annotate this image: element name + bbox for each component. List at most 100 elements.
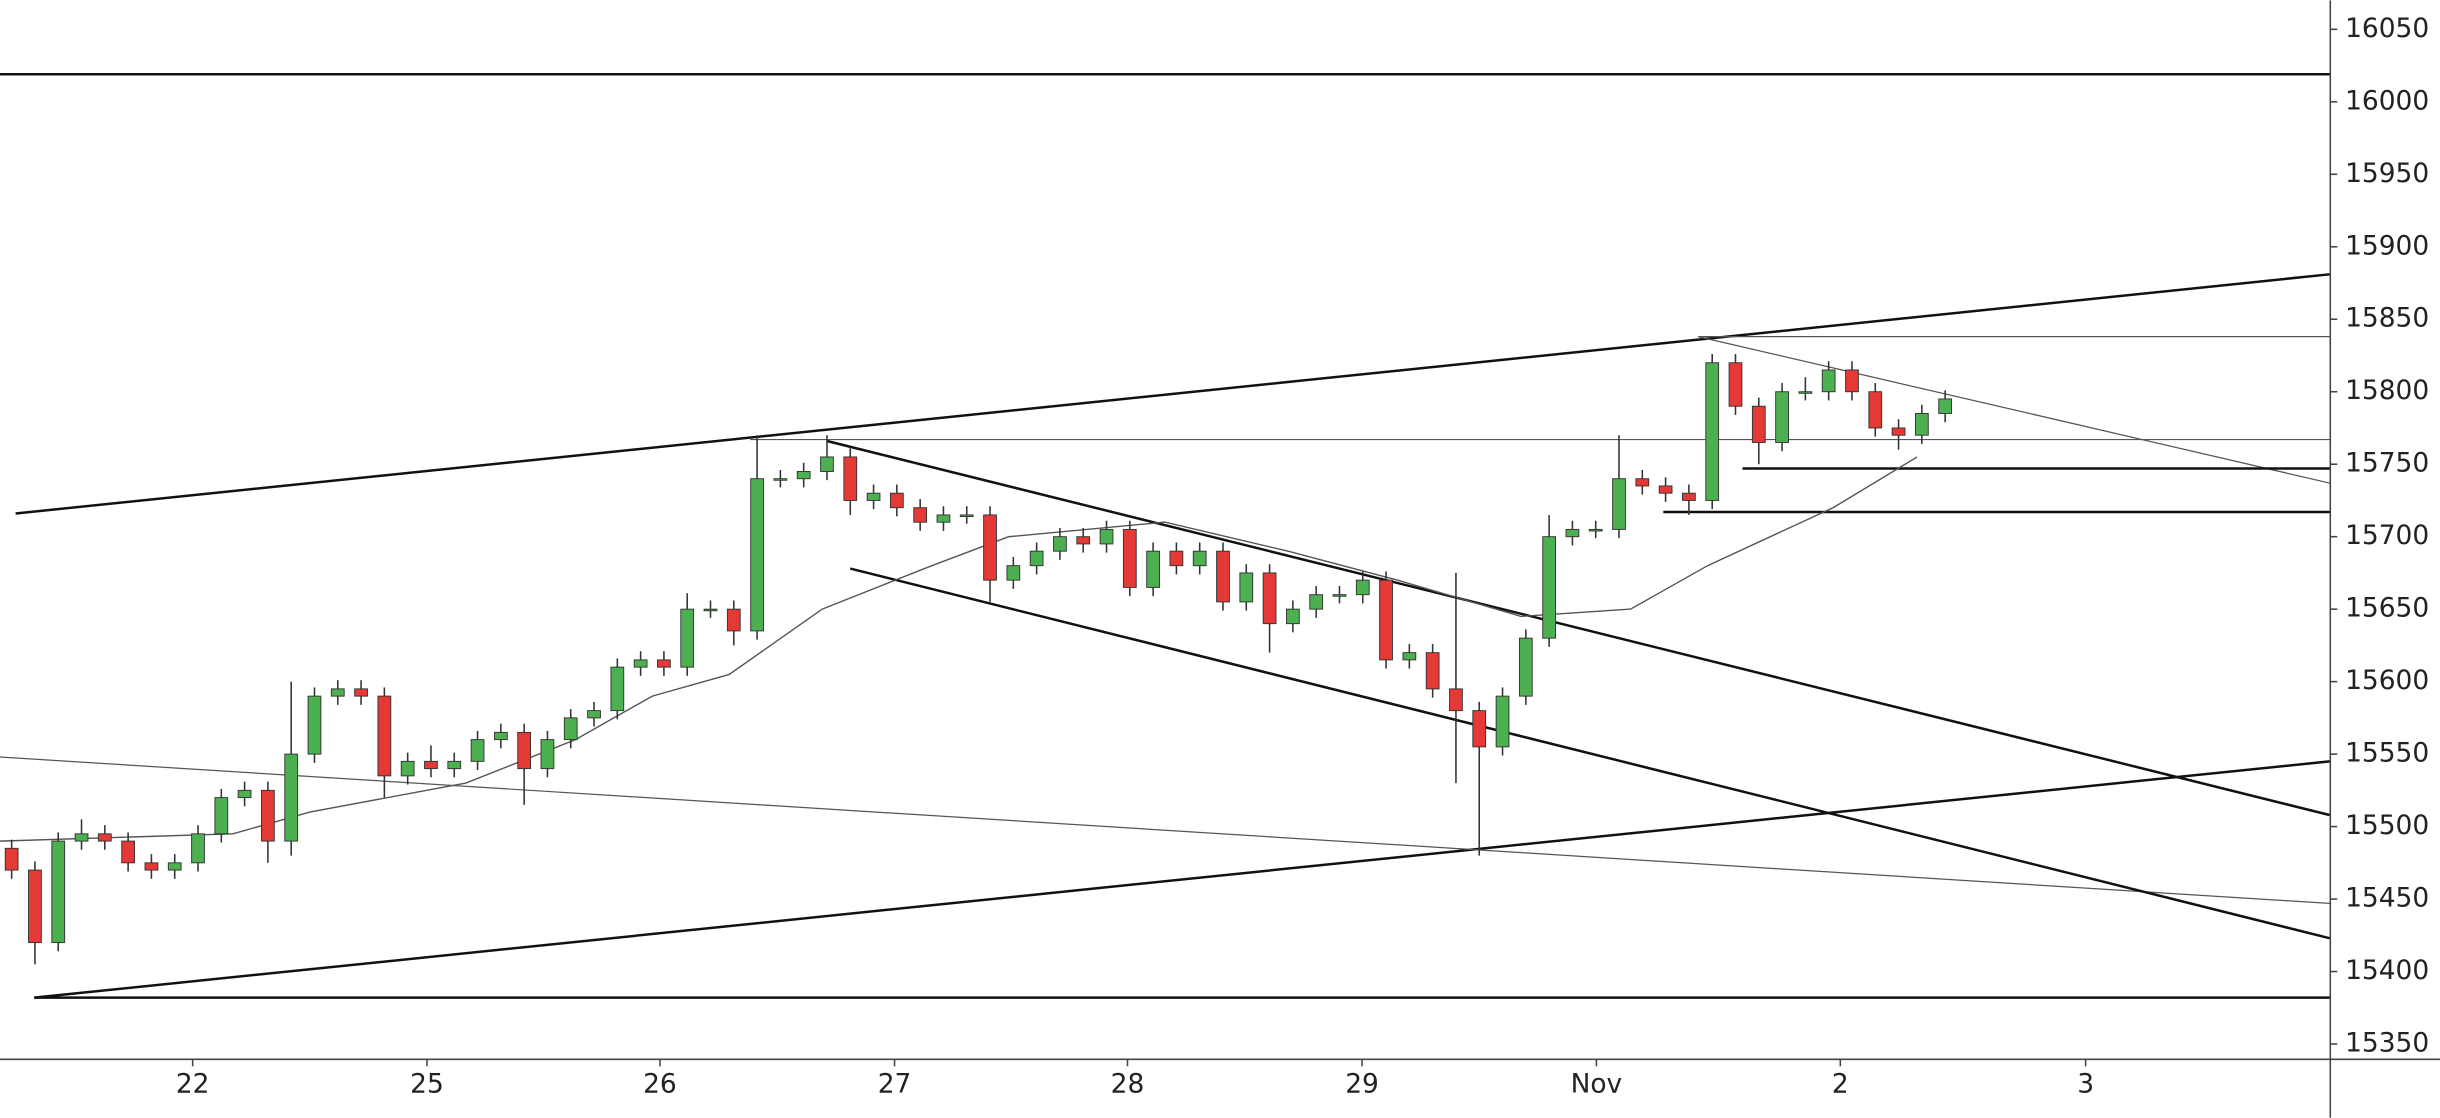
candle-body <box>121 840 135 864</box>
candle-body <box>773 478 788 481</box>
candle-body <box>1705 362 1720 501</box>
candle-body <box>400 760 415 777</box>
x-tick-label: 27 <box>878 1068 912 1099</box>
candle-body <box>983 514 997 581</box>
y-tick-label: 15400 <box>2345 955 2429 986</box>
candle-body <box>377 695 392 777</box>
x-tick-label: Nov <box>1571 1068 1623 1099</box>
y-tick-label: 15700 <box>2345 520 2429 551</box>
x-tick-label: 28 <box>1111 1068 1145 1099</box>
candle-body <box>633 659 648 668</box>
candle-body <box>1635 478 1650 487</box>
candle-body <box>1286 608 1300 625</box>
candle-body <box>657 659 671 668</box>
y-tick-label: 15450 <box>2345 883 2429 914</box>
candle-body <box>1216 550 1230 603</box>
candle-body <box>4 847 19 871</box>
candle-body <box>796 470 811 480</box>
candle-body <box>214 797 229 835</box>
candle-body <box>470 739 485 762</box>
candle-body <box>1868 391 1883 429</box>
candle-body <box>1449 688 1463 712</box>
candle-body <box>1542 536 1557 639</box>
candle-body <box>563 717 578 741</box>
y-tick-label: 16000 <box>2345 85 2429 116</box>
candle-body <box>1146 550 1160 588</box>
candle-body <box>1006 565 1021 581</box>
candle-body <box>1122 528 1137 588</box>
candle-body <box>1518 637 1533 697</box>
candle-body <box>1425 652 1440 690</box>
candle-body <box>913 507 928 523</box>
candle-body <box>51 840 66 944</box>
candle-body <box>1076 536 1091 545</box>
candle-body <box>28 869 42 944</box>
candle-body <box>610 666 625 712</box>
candle-body <box>889 492 904 509</box>
candle-body <box>1845 369 1859 393</box>
candle-body <box>1612 478 1626 530</box>
candle-body <box>1798 391 1813 394</box>
candle-body <box>1402 652 1417 661</box>
candle-body <box>703 608 718 612</box>
trend-line <box>34 760 2330 999</box>
y-tick-label: 15600 <box>2345 665 2429 696</box>
trend-line <box>1698 336 2330 484</box>
y-tick-label: 15650 <box>2345 593 2429 624</box>
y-tick-label: 15900 <box>2345 230 2429 261</box>
y-tick-label: 15800 <box>2345 375 2429 406</box>
trend-line <box>849 567 2330 940</box>
candle-body <box>1775 391 1789 443</box>
candle-body <box>843 456 858 501</box>
candle-body <box>726 608 741 632</box>
candle-body <box>1495 695 1510 748</box>
y-tick-label: 15950 <box>2345 158 2429 189</box>
candle-body <box>447 760 462 770</box>
y-tick-label: 15350 <box>2345 1028 2429 1059</box>
y-tick-label: 16050 <box>2345 13 2429 44</box>
y-tick-label: 15500 <box>2345 810 2429 841</box>
candle-body <box>680 608 695 668</box>
candle-body <box>284 753 299 842</box>
candle-body <box>237 789 252 799</box>
x-tick-label: 29 <box>1345 1068 1379 1099</box>
candle-body <box>1751 405 1766 443</box>
candle-body <box>1355 579 1370 596</box>
x-tick-label: 25 <box>410 1068 444 1099</box>
candle-body <box>959 514 974 517</box>
y-tick-label: 15550 <box>2345 738 2429 769</box>
candle-body <box>493 731 508 741</box>
candle-body <box>1053 536 1067 552</box>
candle-body <box>820 456 834 472</box>
candle-body <box>97 833 112 842</box>
candle-body <box>1682 492 1696 501</box>
candle-body <box>587 710 601 719</box>
candle-body <box>936 514 951 523</box>
candle-body <box>261 789 275 842</box>
candle-body <box>144 862 159 871</box>
x-tick-label: 26 <box>643 1068 677 1099</box>
moving-average <box>0 456 1918 842</box>
candle-body <box>74 833 89 842</box>
trend-line <box>826 439 2330 817</box>
candle-body <box>1914 413 1929 436</box>
x-tick-label: 2 <box>1832 1068 1849 1099</box>
candle-body <box>424 760 438 770</box>
candle-body <box>1658 485 1673 494</box>
candle-body <box>517 731 532 770</box>
candle-body <box>1588 528 1603 532</box>
candle-body <box>1938 398 1953 414</box>
candle-body <box>354 688 368 697</box>
candle-body <box>1239 572 1254 603</box>
x-tick-label: 22 <box>176 1068 210 1099</box>
candle-body <box>1379 579 1393 661</box>
candle-body <box>1309 594 1324 610</box>
candle-body <box>1099 528 1114 545</box>
candle-body <box>330 688 345 697</box>
candle-body <box>1565 528 1580 538</box>
candle-body <box>866 492 881 501</box>
candle-body <box>1891 427 1906 436</box>
candle-body <box>750 478 764 632</box>
x-tick-label: 3 <box>2077 1068 2094 1099</box>
